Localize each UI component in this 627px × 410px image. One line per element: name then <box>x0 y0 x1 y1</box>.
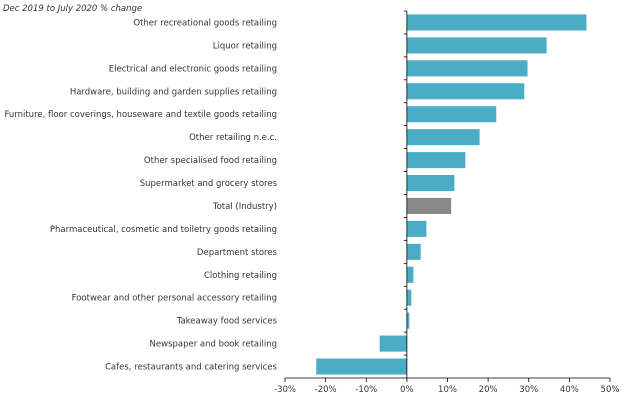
category-label-furniture-floor-coverings-houseware-and-textile-goods-retailing: Furniture, floor coverings, houseware an… <box>4 110 277 120</box>
bar-other-recreational-goods-retailing <box>406 14 587 31</box>
bars-layer <box>316 14 587 375</box>
x-tick-label: 30% <box>519 385 538 395</box>
bar-liquor-retailing <box>406 37 547 54</box>
category-label-takeaway-food-services: Takeaway food services <box>176 317 278 327</box>
bar-other-specialised-food-retailing <box>406 152 466 169</box>
x-axis-ticks: -30% -20% -10% 0% 10% 20% 30% 40% 50% <box>274 378 619 395</box>
category-label-other-recreational-goods-retailing: Other recreational goods retailing <box>133 18 277 28</box>
bar-takeaway-food-services <box>406 312 410 329</box>
category-label-liquor-retailing: Liquor retailing <box>213 41 277 51</box>
category-label-footwear-and-other-personal-accessory-retailing: Footwear and other personal accessory re… <box>72 294 277 304</box>
category-label-supermarket-and-grocery-stores: Supermarket and grocery stores <box>140 179 278 189</box>
bar-newspaper-and-book-retailing <box>379 335 407 352</box>
x-tick-label: 0% <box>400 385 414 395</box>
bar-department-stores <box>406 243 421 260</box>
x-tick-label: -10% <box>355 385 377 395</box>
x-tick-label: -20% <box>315 385 337 395</box>
category-label-hardware-building-and-garden-supplies-retailing: Hardware, building and garden supplies r… <box>70 87 277 97</box>
category-label-pharmaceutical-cosmetic-and-toiletry-goods-retailing: Pharmaceutical, cosmetic and toiletry go… <box>50 225 277 235</box>
category-label-cafes-restaurants-and-catering-services: Cafes, restaurants and catering services <box>105 363 278 373</box>
bar-clothing-retailing <box>406 266 414 283</box>
bar-hardware-building-and-garden-supplies-retailing <box>406 83 525 100</box>
bar-pharmaceutical-cosmetic-and-toiletry-goods-retailing <box>406 220 427 237</box>
bar-electrical-and-electronic-goods-retailing <box>406 60 528 77</box>
x-tick-label: 50% <box>601 385 620 395</box>
category-label-electrical-and-electronic-goods-retailing: Electrical and electronic goods retailin… <box>109 64 277 74</box>
category-labels: Other recreational goods retailing Liquor… <box>4 18 277 372</box>
bar-other-retailing-n-e-c <box>406 129 480 146</box>
x-tick-label: -30% <box>274 385 296 395</box>
x-tick-label: 20% <box>479 385 498 395</box>
category-label-other-retailing-n-e-c: Other retailing n.e.c. <box>189 133 277 143</box>
category-label-department-stores: Department stores <box>197 248 278 258</box>
bar-cafes-restaurants-and-catering-services <box>316 358 407 375</box>
category-label-clothing-retailing: Clothing retailing <box>204 271 277 281</box>
bar-supermarket-and-grocery-stores <box>406 175 455 192</box>
category-label-newspaper-and-book-retailing: Newspaper and book retailing <box>150 340 277 350</box>
x-tick-label: 10% <box>438 385 457 395</box>
bar-total-industry <box>406 197 452 214</box>
category-label-other-specialised-food-retailing: Other specialised food retailing <box>144 156 277 166</box>
chart-subtitle: Dec 2019 to July 2020 % change <box>3 4 142 14</box>
category-label-total-industry: Total (Industry) <box>212 202 277 212</box>
bar-footwear-and-other-personal-accessory-retailing <box>406 289 412 306</box>
x-tick-label: 40% <box>560 385 579 395</box>
bar-furniture-floor-coverings-houseware-and-textile-goods-retailing <box>406 106 497 123</box>
